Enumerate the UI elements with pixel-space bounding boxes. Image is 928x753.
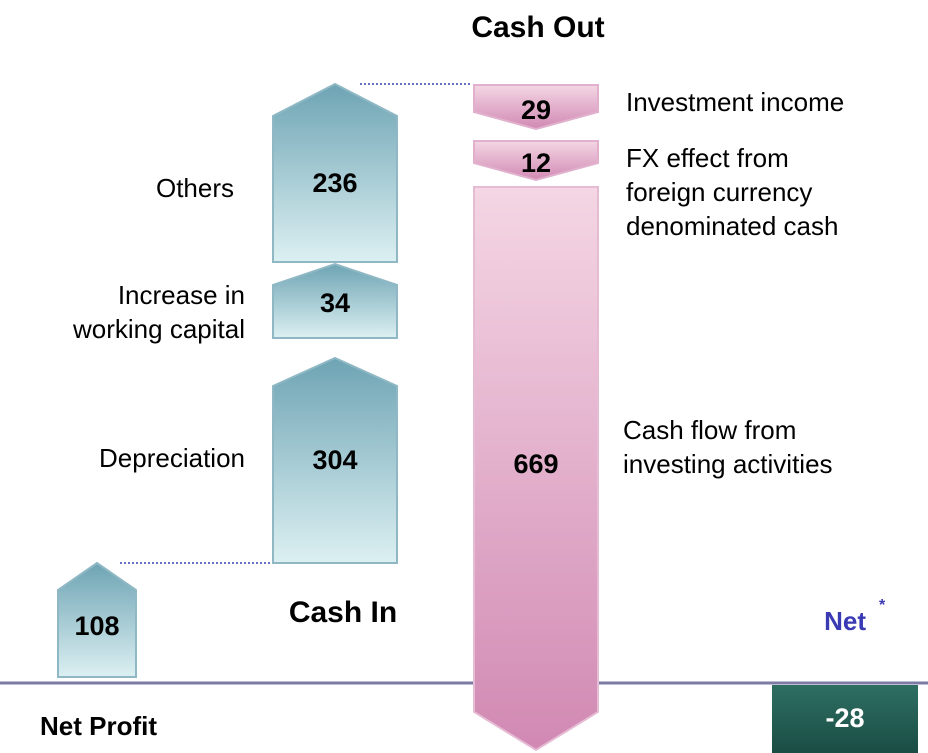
arrow-up: [272, 82, 398, 263]
net-box: [772, 685, 918, 753]
label: Depreciation: [99, 443, 245, 473]
label: foreign currency: [626, 177, 812, 207]
value: 12: [521, 148, 551, 178]
label: Cash flow from: [623, 415, 796, 445]
label: denominated cash: [626, 211, 838, 241]
label: Others: [156, 173, 234, 203]
value: 34: [320, 288, 350, 318]
arrow-down: [473, 84, 599, 131]
value: 236: [312, 168, 357, 198]
arrow-down: [473, 140, 599, 182]
arrow-down: [473, 186, 599, 752]
label: Investment income: [626, 87, 844, 117]
arrow-up: [272, 356, 398, 564]
value: 29: [521, 95, 551, 125]
label: investing activities: [623, 449, 833, 479]
value: 108: [74, 611, 119, 641]
arrow-up: [272, 262, 398, 339]
value: 669: [513, 449, 558, 479]
section-title: Cash Out: [471, 11, 604, 44]
section-title: Cash In: [289, 596, 397, 629]
label: working capital: [72, 314, 245, 344]
value: 304: [312, 445, 357, 475]
label: Net Profit: [40, 711, 157, 741]
net-label: Net: [824, 606, 866, 636]
arrow-up: [57, 561, 137, 678]
net-value: -28: [825, 703, 864, 733]
label: Increase in: [118, 280, 245, 310]
footnote-mark: *: [879, 597, 886, 614]
label: FX effect from: [626, 143, 789, 173]
